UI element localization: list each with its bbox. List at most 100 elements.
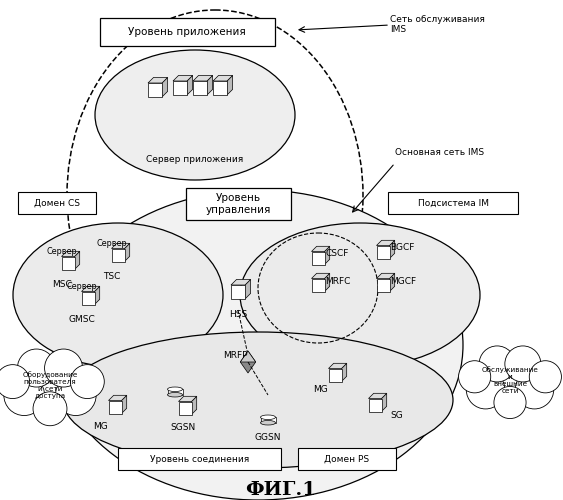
Ellipse shape <box>168 387 182 392</box>
Polygon shape <box>61 252 80 256</box>
Polygon shape <box>328 368 342 382</box>
Polygon shape <box>231 280 251 285</box>
Circle shape <box>505 346 541 382</box>
Text: Оборудование
пользователя
и сети
доступа: Оборудование пользователя и сети доступа <box>23 371 78 399</box>
Text: Сервер приложения: Сервер приложения <box>146 156 244 164</box>
Circle shape <box>17 349 55 387</box>
Text: BGCF: BGCF <box>390 244 414 252</box>
Polygon shape <box>369 394 387 398</box>
Polygon shape <box>377 240 395 246</box>
Text: CSCF: CSCF <box>325 250 348 258</box>
Polygon shape <box>95 286 100 304</box>
Text: Уровень
управления: Уровень управления <box>205 193 271 215</box>
Polygon shape <box>111 248 124 262</box>
Text: GGSN: GGSN <box>254 433 282 442</box>
Circle shape <box>466 370 505 409</box>
Polygon shape <box>324 274 330 291</box>
Text: Домен PS: Домен PS <box>324 454 369 464</box>
Text: MRFP: MRFP <box>224 350 248 360</box>
Polygon shape <box>193 76 213 81</box>
Circle shape <box>529 360 561 393</box>
Circle shape <box>479 346 515 382</box>
FancyBboxPatch shape <box>186 188 291 220</box>
FancyBboxPatch shape <box>298 448 396 470</box>
Text: SG: SG <box>390 410 403 420</box>
Circle shape <box>459 360 491 393</box>
Polygon shape <box>124 244 129 262</box>
Polygon shape <box>324 246 330 264</box>
Polygon shape <box>240 351 256 373</box>
Polygon shape <box>82 286 100 292</box>
Polygon shape <box>382 394 387 411</box>
Polygon shape <box>377 246 390 258</box>
Text: MGCF: MGCF <box>390 278 416 286</box>
Polygon shape <box>342 364 347 382</box>
FancyBboxPatch shape <box>118 448 281 470</box>
Polygon shape <box>231 285 245 299</box>
Polygon shape <box>61 256 74 270</box>
Polygon shape <box>109 396 127 400</box>
Text: Сервер: Сервер <box>47 247 77 256</box>
Polygon shape <box>191 396 196 414</box>
Ellipse shape <box>63 332 453 468</box>
Polygon shape <box>82 292 95 304</box>
Ellipse shape <box>261 415 275 420</box>
Polygon shape <box>213 81 227 95</box>
Polygon shape <box>173 81 187 95</box>
FancyBboxPatch shape <box>18 192 96 214</box>
FancyBboxPatch shape <box>388 192 518 214</box>
Text: Подсистема IM: Подсистема IM <box>418 198 489 207</box>
Polygon shape <box>311 252 324 264</box>
Ellipse shape <box>53 190 463 500</box>
Polygon shape <box>122 396 127 413</box>
Polygon shape <box>109 400 122 413</box>
Polygon shape <box>390 274 395 291</box>
Polygon shape <box>178 402 191 414</box>
Polygon shape <box>311 278 324 291</box>
FancyBboxPatch shape <box>168 389 182 395</box>
Polygon shape <box>178 396 196 402</box>
Polygon shape <box>148 78 168 83</box>
Text: GMSC: GMSC <box>69 315 95 324</box>
Text: Сервер: Сервер <box>66 282 97 291</box>
Polygon shape <box>311 246 330 252</box>
Text: Домен CS: Домен CS <box>34 198 80 207</box>
Text: Основная сеть IMS: Основная сеть IMS <box>395 148 484 157</box>
Polygon shape <box>74 252 80 270</box>
Polygon shape <box>207 76 213 95</box>
FancyBboxPatch shape <box>100 18 275 46</box>
Text: MRFC: MRFC <box>325 278 350 286</box>
Circle shape <box>0 364 30 398</box>
Ellipse shape <box>261 420 275 425</box>
Polygon shape <box>390 240 395 258</box>
Polygon shape <box>193 81 207 95</box>
Polygon shape <box>377 278 390 291</box>
Polygon shape <box>213 76 233 81</box>
Polygon shape <box>311 274 330 278</box>
Circle shape <box>4 375 44 416</box>
Polygon shape <box>148 83 162 97</box>
Circle shape <box>494 386 526 418</box>
Polygon shape <box>377 274 395 278</box>
Text: MG: MG <box>93 422 108 431</box>
Circle shape <box>483 353 537 407</box>
Text: Уровень соединения: Уровень соединения <box>150 454 249 464</box>
Polygon shape <box>187 76 193 95</box>
Text: SGSN: SGSN <box>171 423 195 432</box>
Ellipse shape <box>168 392 182 397</box>
Circle shape <box>21 356 78 414</box>
Text: ФИГ.1: ФИГ.1 <box>245 481 316 499</box>
Text: Уровень приложения: Уровень приложения <box>128 27 246 37</box>
Circle shape <box>44 349 83 387</box>
Polygon shape <box>111 244 129 248</box>
Polygon shape <box>245 280 251 299</box>
Circle shape <box>70 364 104 398</box>
Circle shape <box>33 392 67 426</box>
Polygon shape <box>369 398 382 411</box>
Text: HSS: HSS <box>229 310 247 319</box>
Ellipse shape <box>13 223 223 367</box>
FancyBboxPatch shape <box>261 417 275 423</box>
Polygon shape <box>328 364 347 368</box>
Text: MSC: MSC <box>52 280 72 289</box>
Text: TSC: TSC <box>104 272 120 281</box>
